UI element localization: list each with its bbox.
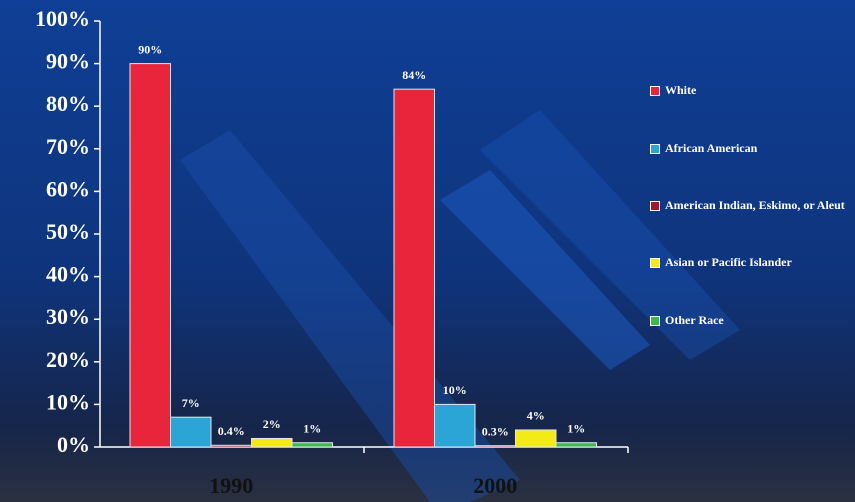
legend-swatch: [650, 144, 660, 154]
legend-swatch: [650, 86, 660, 96]
y-tick-label: 80%: [46, 91, 90, 116]
data-label: 4%: [527, 409, 545, 423]
bar: [170, 416, 212, 448]
bar: [129, 63, 171, 448]
legend-item: Asian or Pacific Islander: [650, 254, 846, 271]
x-tick-label: 1990: [209, 473, 253, 498]
bar: [434, 403, 476, 448]
legend-label: White: [665, 83, 697, 97]
legend-item: African American: [650, 140, 846, 157]
legend-item: Other Race: [650, 312, 846, 329]
legend-swatch: [650, 201, 660, 211]
data-label: 7%: [182, 396, 200, 410]
plot-area: 0% 10% 20% 30% 40% 50% 60% 70% 80% 90% 100% 1990 200…: [35, 6, 629, 498]
data-label: 1%: [303, 421, 321, 435]
y-tick-label: 10%: [46, 389, 90, 414]
legend-label: Asian or Pacific Islander: [665, 255, 792, 269]
decor-stripe: [440, 170, 650, 370]
legend-swatch: [650, 258, 660, 268]
y-tick-label: 60%: [46, 176, 90, 201]
y-tick-label: 100%: [35, 6, 90, 31]
data-label: 90%: [138, 42, 162, 56]
y-tick-label: 0%: [57, 432, 90, 457]
bar: [555, 442, 597, 448]
bar: [474, 445, 516, 448]
legend-label: African American: [665, 141, 758, 155]
data-label: 1%: [567, 421, 585, 435]
decor-stripe: [480, 110, 740, 360]
bar: [291, 442, 333, 448]
y-tick-label: 30%: [46, 304, 90, 329]
legend-item: American Indian, Eskimo, or Aleut: [650, 197, 846, 214]
legend-swatch: [650, 316, 660, 326]
data-label: 0.3%: [482, 424, 509, 438]
bar: [210, 444, 252, 448]
legend-item: White: [650, 82, 846, 99]
bar: [515, 429, 557, 448]
x-tick-label: 2000: [473, 473, 517, 498]
data-label: 84%: [402, 68, 426, 82]
data-label: 0.4%: [218, 424, 245, 438]
y-tick-label: 90%: [46, 49, 90, 74]
y-tick-label: 40%: [46, 262, 90, 287]
data-label: 10%: [443, 383, 467, 397]
legend-label: Other Race: [665, 313, 724, 327]
bar: [251, 437, 293, 448]
y-tick-label: 50%: [46, 219, 90, 244]
data-label: 2%: [263, 417, 281, 431]
legend-label: American Indian, Eskimo, or Aleut: [665, 198, 845, 212]
y-tick-label: 20%: [46, 347, 90, 372]
bar: [393, 88, 435, 448]
y-tick-label: 70%: [46, 134, 90, 159]
